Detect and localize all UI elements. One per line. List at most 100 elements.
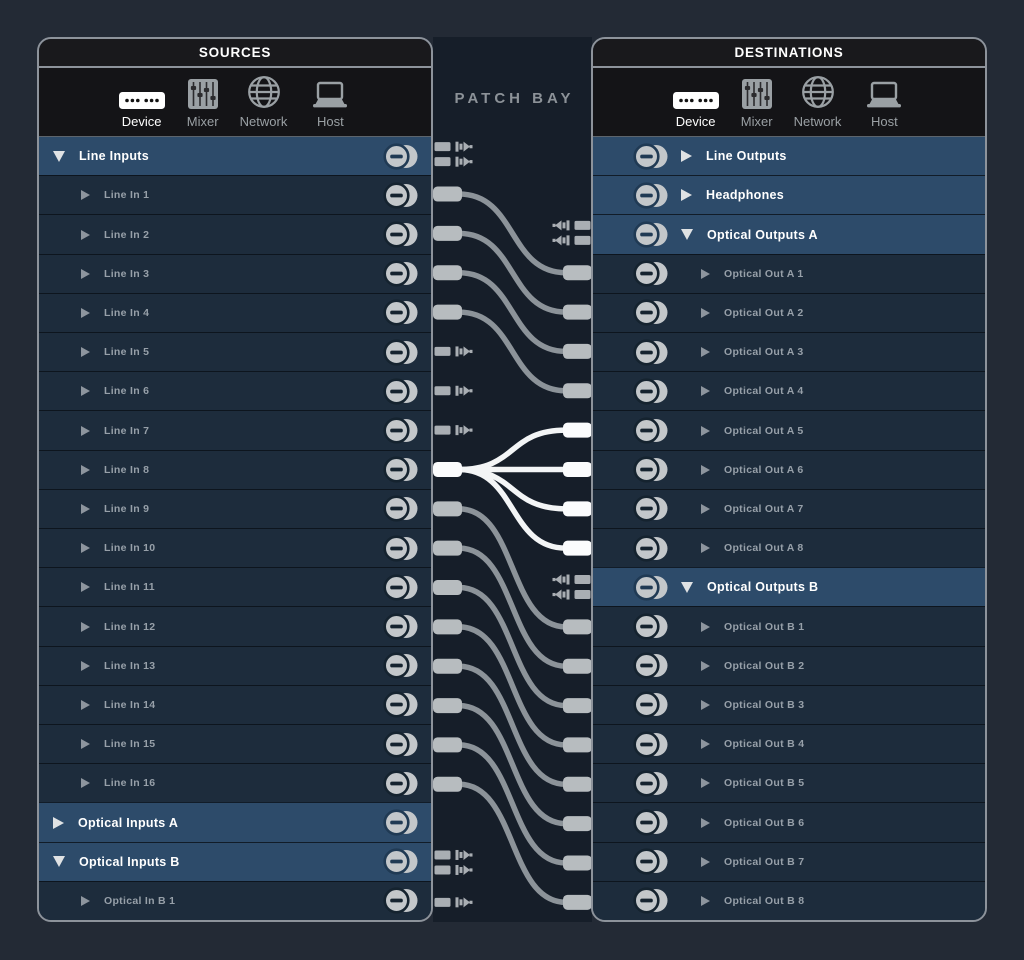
source-row-optical-inputs-b[interactable]: Optical Inputs B: [39, 841, 431, 881]
cable-plug-destination[interactable]: [563, 855, 592, 871]
source-row-line-in-7[interactable]: Line In 7: [39, 410, 431, 450]
connector-icon[interactable]: [631, 535, 671, 562]
patch-cable-line-in-9-to-optical-out-b-1[interactable]: [456, 506, 569, 630]
destination-row-optical-out-b-1[interactable]: Optical Out B 1: [593, 606, 985, 646]
expand-triangle-icon[interactable]: [701, 307, 710, 318]
connector-icon[interactable]: [381, 142, 421, 170]
expand-triangle-icon[interactable]: [701, 817, 710, 828]
source-row-line-in-2[interactable]: Line In 2: [39, 214, 431, 254]
destination-row-optical-out-a-3[interactable]: Optical Out A 3: [593, 332, 985, 372]
source-row-line-in-11[interactable]: Line In 11: [39, 567, 431, 607]
expand-triangle-icon[interactable]: [81, 503, 90, 514]
source-row-line-in-12[interactable]: Line In 12: [39, 606, 431, 646]
source-row-optical-inputs-a[interactable]: Optical Inputs A: [39, 802, 431, 842]
destinations-tab-mixer[interactable]: Mixer: [741, 74, 773, 136]
expand-triangle-icon[interactable]: [81, 543, 90, 554]
cable-plug-destination[interactable]: [563, 343, 592, 359]
connector-icon[interactable]: [381, 809, 421, 836]
cable-plug-source[interactable]: [433, 737, 462, 753]
expand-triangle-icon[interactable]: [701, 699, 710, 710]
collapsed-connection-stub[interactable]: [434, 897, 473, 908]
cable-plug-destination[interactable]: [563, 265, 592, 281]
expand-triangle-icon[interactable]: [701, 503, 710, 514]
cable-plug-source[interactable]: [433, 304, 462, 320]
source-row-line-in-13[interactable]: Line In 13: [39, 645, 431, 685]
destinations-tab-host[interactable]: Host: [862, 74, 906, 136]
collapse-triangle-icon[interactable]: [681, 581, 693, 593]
expand-triangle-icon[interactable]: [701, 856, 710, 867]
source-row-line-in-5[interactable]: Line In 5: [39, 332, 431, 372]
connector-icon[interactable]: [631, 417, 671, 444]
destination-row-optical-out-b-4[interactable]: Optical Out B 4: [593, 724, 985, 764]
patch-cable-line-in-2-to-optical-out-a-2[interactable]: [456, 230, 569, 315]
collapsed-connection-stub[interactable]: [552, 574, 591, 585]
expand-triangle-icon[interactable]: [81, 895, 90, 906]
cable-plug-destination[interactable]: [563, 304, 592, 320]
cable-plug-destination[interactable]: [563, 698, 592, 714]
connector-icon[interactable]: [631, 142, 671, 170]
connector-icon[interactable]: [631, 574, 671, 601]
patch-cable-line-in-11-to-optical-out-b-3[interactable]: [456, 584, 569, 709]
expand-triangle-icon[interactable]: [53, 816, 64, 829]
source-row-optical-in-b-1[interactable]: Optical In B 1: [39, 880, 431, 920]
source-row-line-inputs[interactable]: Line Inputs: [39, 137, 431, 176]
connector-icon[interactable]: [631, 731, 671, 758]
connector-icon[interactable]: [631, 809, 671, 836]
destination-row-optical-out-b-7[interactable]: Optical Out B 7: [593, 841, 985, 881]
expand-triangle-icon[interactable]: [681, 150, 692, 163]
connector-icon[interactable]: [631, 848, 671, 875]
collapsed-connection-stub[interactable]: [434, 849, 473, 860]
cable-plug-destination[interactable]: [563, 383, 592, 399]
expand-triangle-icon[interactable]: [81, 190, 90, 201]
destination-row-optical-out-a-1[interactable]: Optical Out A 1: [593, 253, 985, 293]
source-row-line-in-14[interactable]: Line In 14: [39, 684, 431, 725]
connector-icon[interactable]: [631, 495, 671, 523]
source-row-line-in-1[interactable]: Line In 1: [39, 175, 431, 215]
connector-icon[interactable]: [631, 691, 671, 719]
cable-plug-destination[interactable]: [563, 658, 592, 674]
expand-triangle-icon[interactable]: [701, 386, 710, 397]
connector-icon[interactable]: [631, 652, 671, 679]
expand-triangle-icon[interactable]: [681, 189, 692, 202]
expand-triangle-icon[interactable]: [701, 778, 710, 789]
patch-cable-line-in-8-to-optical-out-a-8[interactable]: [456, 466, 569, 551]
destination-row-optical-out-a-4[interactable]: Optical Out A 4: [593, 371, 985, 411]
destination-row-headphones[interactable]: Headphones: [593, 175, 985, 215]
patch-cable-line-in-16-to-optical-out-b-8[interactable]: [456, 781, 569, 906]
cable-plug-source[interactable]: [433, 540, 462, 556]
expand-triangle-icon[interactable]: [81, 582, 90, 593]
destination-row-optical-out-a-7[interactable]: Optical Out A 7: [593, 488, 985, 529]
patch-cable-line-in-13-to-optical-out-b-5[interactable]: [456, 663, 569, 788]
expand-triangle-icon[interactable]: [701, 895, 710, 906]
expand-triangle-icon[interactable]: [701, 660, 710, 671]
patch-cable-line-in-12-to-optical-out-b-4[interactable]: [456, 624, 569, 748]
expand-triangle-icon[interactable]: [81, 778, 90, 789]
connector-icon[interactable]: [631, 339, 671, 366]
connector-icon[interactable]: [381, 574, 421, 601]
cable-plug-destination[interactable]: [563, 461, 592, 477]
destination-row-optical-outputs-b[interactable]: Optical Outputs B: [593, 567, 985, 607]
cable-plug-source[interactable]: [433, 658, 462, 674]
connector-icon[interactable]: [631, 221, 671, 248]
expand-triangle-icon[interactable]: [81, 268, 90, 279]
cable-plug-source[interactable]: [433, 265, 462, 281]
cable-plug-source[interactable]: [433, 580, 462, 596]
cable-plug-destination[interactable]: [563, 737, 592, 753]
connector-icon[interactable]: [631, 887, 671, 915]
destination-row-optical-out-a-2[interactable]: Optical Out A 2: [593, 292, 985, 333]
expand-triangle-icon[interactable]: [81, 307, 90, 318]
destination-row-optical-out-a-6[interactable]: Optical Out A 6: [593, 449, 985, 489]
collapsed-connection-stub[interactable]: [434, 385, 473, 396]
connector-icon[interactable]: [631, 182, 671, 209]
collapsed-connection-stub[interactable]: [552, 589, 591, 600]
collapse-triangle-icon[interactable]: [53, 150, 65, 162]
collapsed-connection-stub[interactable]: [552, 220, 591, 231]
connector-icon[interactable]: [381, 613, 421, 640]
cable-plug-source[interactable]: [433, 225, 462, 241]
connector-icon[interactable]: [381, 260, 421, 287]
destination-row-optical-out-b-3[interactable]: Optical Out B 3: [593, 684, 985, 725]
patch-cable-line-in-1-to-optical-out-a-1[interactable]: [456, 191, 569, 276]
source-row-line-in-16[interactable]: Line In 16: [39, 763, 431, 803]
collapsed-connection-stub[interactable]: [434, 346, 473, 357]
expand-triangle-icon[interactable]: [701, 543, 710, 554]
